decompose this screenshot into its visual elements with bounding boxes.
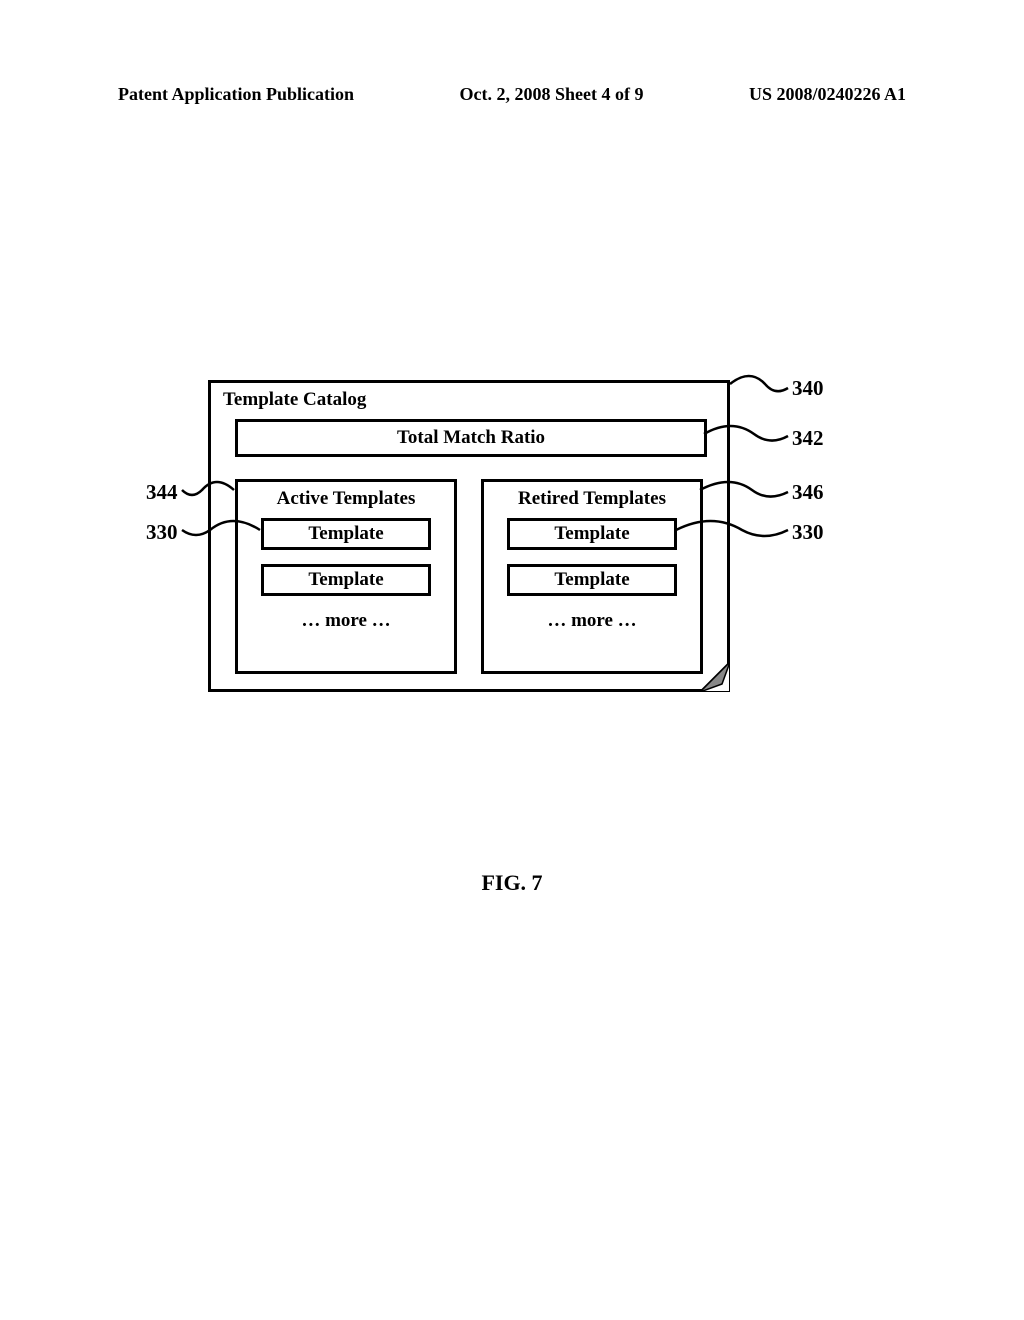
active-templates-box: Active Templates Template Template … mor… bbox=[235, 479, 457, 674]
header-right: US 2008/0240226 A1 bbox=[749, 84, 906, 105]
header-left: Patent Application Publication bbox=[118, 84, 354, 105]
figure-caption: FIG. 7 bbox=[0, 870, 1024, 896]
leader-330-left bbox=[182, 516, 260, 546]
leader-342 bbox=[704, 422, 790, 452]
leader-346 bbox=[700, 478, 790, 508]
page-fold-icon bbox=[700, 662, 730, 692]
header-center: Oct. 2, 2008 Sheet 4 of 9 bbox=[460, 84, 644, 105]
page-header: Patent Application Publication Oct. 2, 2… bbox=[118, 84, 906, 105]
template-label: Template bbox=[554, 569, 629, 591]
ref-330-right: 330 bbox=[792, 520, 824, 545]
active-templates-header: Active Templates bbox=[238, 488, 454, 510]
template-label: Template bbox=[308, 569, 383, 591]
ratio-label: Total Match Ratio bbox=[397, 427, 545, 449]
template-catalog-box: Template Catalog Total Match Ratio Activ… bbox=[208, 380, 730, 692]
template-box-left-1: Template bbox=[261, 518, 431, 550]
retired-templates-header: Retired Templates bbox=[484, 488, 700, 510]
leader-340 bbox=[730, 374, 790, 404]
leader-330-right bbox=[676, 516, 790, 546]
template-label: Template bbox=[308, 523, 383, 545]
more-left: … more … bbox=[238, 610, 454, 632]
ref-330-left: 330 bbox=[146, 520, 178, 545]
ref-342: 342 bbox=[792, 426, 824, 451]
ref-344: 344 bbox=[146, 480, 178, 505]
leader-344 bbox=[182, 478, 234, 508]
more-right: … more … bbox=[484, 610, 700, 632]
template-box-right-2: Template bbox=[507, 564, 677, 596]
ref-346: 346 bbox=[792, 480, 824, 505]
template-box-right-1: Template bbox=[507, 518, 677, 550]
ref-340: 340 bbox=[792, 376, 824, 401]
template-box-left-2: Template bbox=[261, 564, 431, 596]
template-label: Template bbox=[554, 523, 629, 545]
total-match-ratio-box: Total Match Ratio bbox=[235, 419, 707, 457]
retired-templates-box: Retired Templates Template Template … mo… bbox=[481, 479, 703, 674]
catalog-title: Template Catalog bbox=[223, 389, 366, 411]
